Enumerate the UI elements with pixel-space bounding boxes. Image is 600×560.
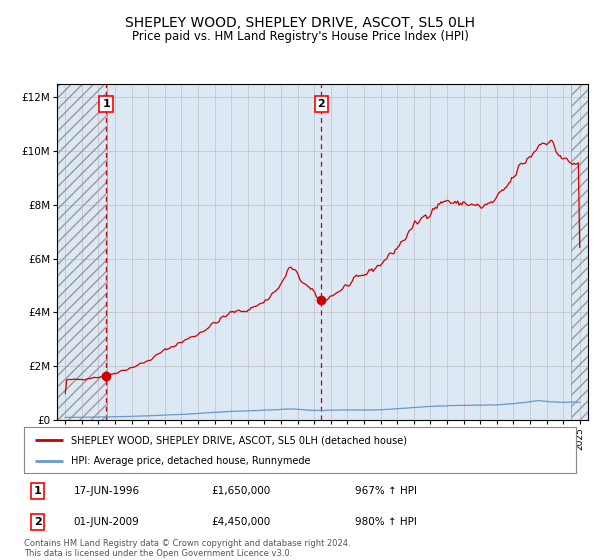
Text: Price paid vs. HM Land Registry's House Price Index (HPI): Price paid vs. HM Land Registry's House … bbox=[131, 30, 469, 43]
Text: 2: 2 bbox=[317, 99, 325, 109]
Text: 17-JUN-1996: 17-JUN-1996 bbox=[74, 486, 140, 496]
Text: HPI: Average price, detached house, Runnymede: HPI: Average price, detached house, Runn… bbox=[71, 456, 310, 466]
Text: 1: 1 bbox=[102, 99, 110, 109]
Text: 01-JUN-2009: 01-JUN-2009 bbox=[74, 517, 139, 527]
Text: 980% ↑ HPI: 980% ↑ HPI bbox=[355, 517, 417, 527]
Text: £4,450,000: £4,450,000 bbox=[212, 517, 271, 527]
Text: SHEPLEY WOOD, SHEPLEY DRIVE, ASCOT, SL5 0LH: SHEPLEY WOOD, SHEPLEY DRIVE, ASCOT, SL5 … bbox=[125, 16, 475, 30]
Text: 1: 1 bbox=[34, 486, 41, 496]
Text: £1,650,000: £1,650,000 bbox=[212, 486, 271, 496]
Text: Contains HM Land Registry data © Crown copyright and database right 2024.
This d: Contains HM Land Registry data © Crown c… bbox=[24, 539, 350, 558]
Text: SHEPLEY WOOD, SHEPLEY DRIVE, ASCOT, SL5 0LH (detached house): SHEPLEY WOOD, SHEPLEY DRIVE, ASCOT, SL5 … bbox=[71, 435, 407, 445]
Text: 967% ↑ HPI: 967% ↑ HPI bbox=[355, 486, 417, 496]
Text: 2: 2 bbox=[34, 517, 41, 527]
